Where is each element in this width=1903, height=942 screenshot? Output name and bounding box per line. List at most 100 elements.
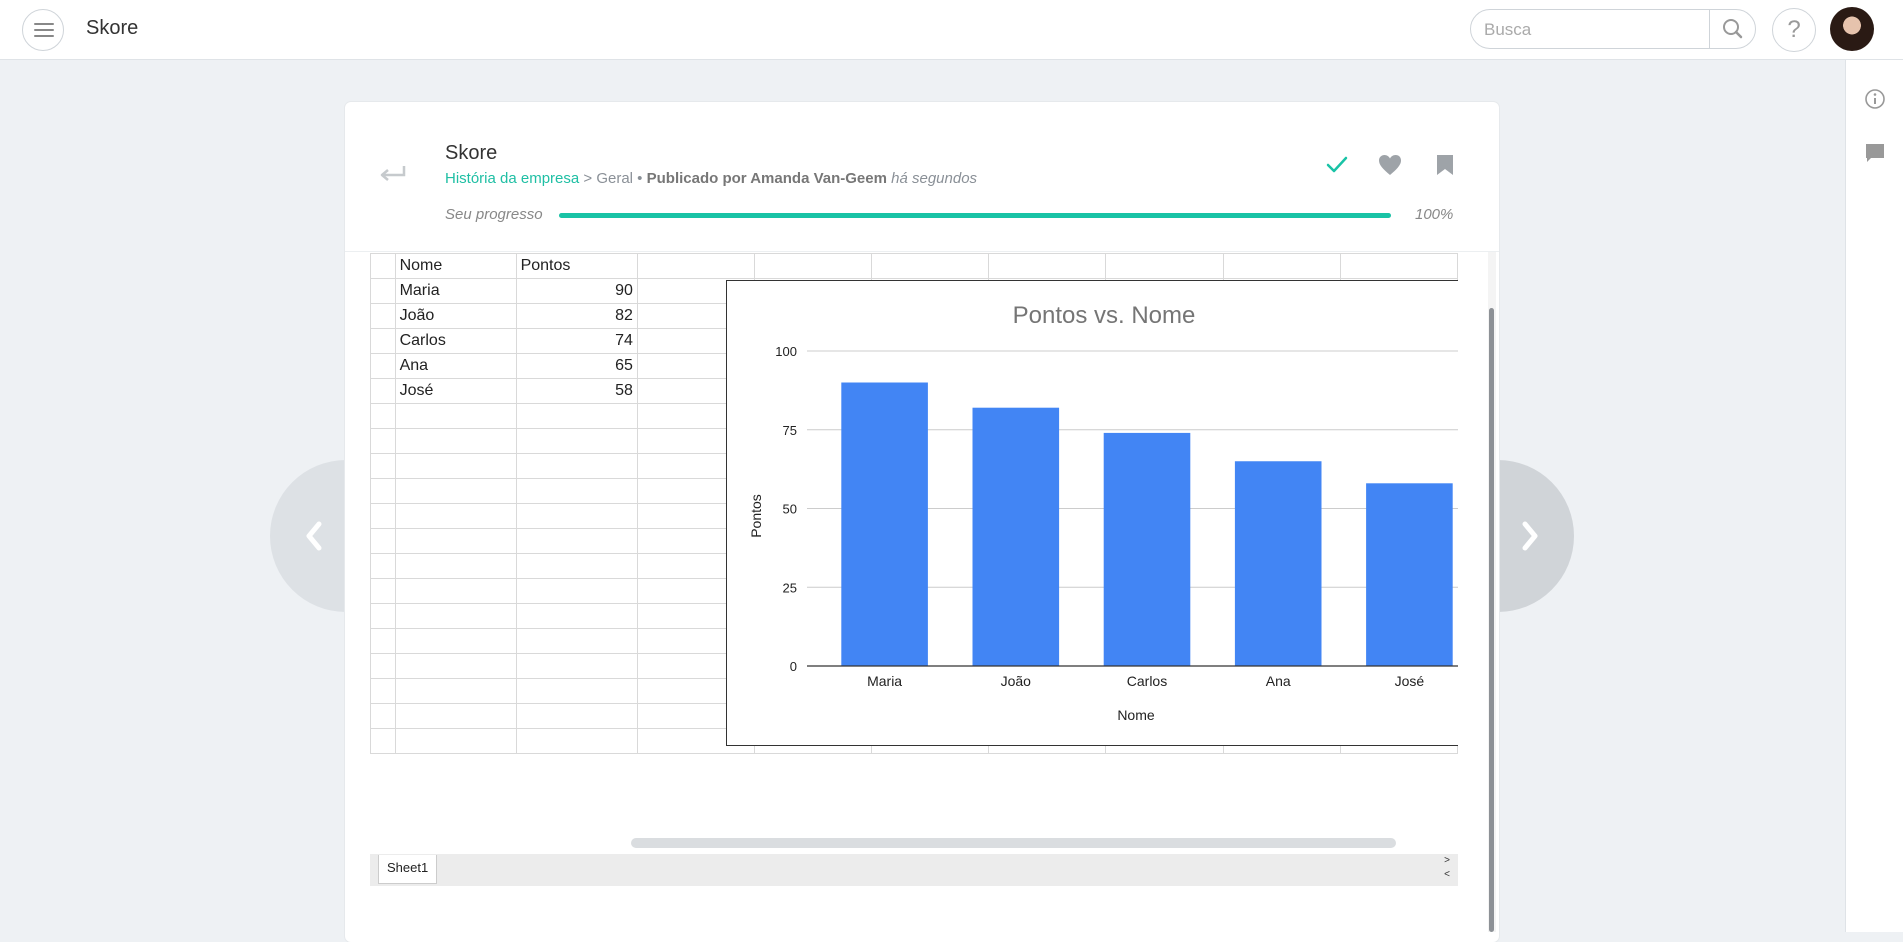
table-cell[interactable]: [394, 553, 517, 579]
chart-title: Pontos vs. Nome: [1013, 302, 1196, 329]
table-cell[interactable]: [515, 603, 638, 629]
back-icon[interactable]: [377, 162, 407, 186]
table-cell[interactable]: 74: [515, 328, 638, 354]
table-cell[interactable]: [394, 528, 517, 554]
table-cell[interactable]: [515, 678, 638, 704]
table-cell[interactable]: [636, 253, 756, 279]
row-header-cell[interactable]: [370, 278, 396, 304]
progress-fill: [559, 213, 1391, 218]
table-cell[interactable]: [515, 478, 638, 504]
table-cell[interactable]: Ana: [394, 353, 517, 379]
chevron-left-icon: [306, 521, 322, 551]
row-header-cell[interactable]: [370, 453, 396, 479]
table-cell[interactable]: [394, 403, 517, 429]
sheet-tab[interactable]: Sheet1: [378, 855, 438, 884]
table-cell[interactable]: [515, 553, 638, 579]
table-cell[interactable]: [515, 428, 638, 454]
table-cell[interactable]: [754, 253, 873, 279]
table-cell[interactable]: [394, 478, 517, 504]
table-cell[interactable]: [988, 253, 1107, 279]
tab-scroll-arrows[interactable]: > <: [1444, 855, 1450, 880]
row-header-cell[interactable]: [370, 603, 396, 629]
sheet-tabs-bar: Sheet1 > <: [370, 854, 1458, 886]
search-button[interactable]: [1709, 10, 1755, 48]
table-cell[interactable]: [1105, 253, 1224, 279]
table-cell[interactable]: [515, 728, 638, 754]
table-cell[interactable]: [394, 453, 517, 479]
row-header-cell[interactable]: [370, 303, 396, 329]
row-header-cell[interactable]: [370, 253, 396, 279]
table-cell[interactable]: [394, 503, 517, 529]
table-cell[interactable]: 82: [515, 303, 638, 329]
row-header-cell[interactable]: [370, 553, 396, 579]
help-button[interactable]: ?: [1772, 8, 1816, 52]
comment-icon[interactable]: [1864, 142, 1886, 164]
table-cell[interactable]: João: [394, 303, 517, 329]
table-cell[interactable]: [515, 453, 638, 479]
table-cell[interactable]: [394, 578, 517, 604]
bar: [841, 382, 928, 666]
y-tick-label: 75: [783, 423, 797, 438]
horizontal-scrollbar[interactable]: [631, 838, 1396, 848]
bar: [1234, 461, 1322, 666]
table-cell[interactable]: [1339, 253, 1458, 279]
table-cell[interactable]: Carlos: [394, 328, 517, 354]
embedded-spreadsheet: Nome Pontos Maria 90 João 82 Carlos 74 Ana 65 José…: [370, 253, 1458, 893]
table-cell[interactable]: [515, 628, 638, 654]
progress-label: Seu progresso: [445, 206, 543, 223]
table-cell[interactable]: [394, 628, 517, 654]
row-header-cell[interactable]: [370, 578, 396, 604]
table-cell[interactable]: 90: [515, 278, 638, 304]
avatar[interactable]: [1830, 7, 1874, 51]
table-cell[interactable]: [515, 703, 638, 729]
row-header-cell[interactable]: [370, 328, 396, 354]
row-header-cell[interactable]: [370, 653, 396, 679]
table-cell[interactable]: [394, 678, 517, 704]
table-cell[interactable]: [394, 728, 517, 754]
breadcrumb-rest: > Geral •: [579, 170, 647, 187]
row-header-cell[interactable]: [370, 353, 396, 379]
table-cell[interactable]: 58: [515, 378, 638, 404]
row-header-cell[interactable]: [370, 678, 396, 704]
table-cell[interactable]: [515, 503, 638, 529]
row-header-cell[interactable]: [370, 378, 396, 404]
row-header-cell[interactable]: [370, 403, 396, 429]
table-cell[interactable]: [394, 653, 517, 679]
table-cell[interactable]: Maria: [394, 278, 517, 304]
search-icon: [1723, 19, 1743, 39]
post-meta: História da empresa > Geral • Publicado …: [445, 170, 977, 187]
table-cell[interactable]: [1222, 253, 1341, 279]
row-header-cell[interactable]: [370, 503, 396, 529]
info-icon[interactable]: [1864, 88, 1886, 110]
search-input[interactable]: [1471, 10, 1724, 48]
heart-icon[interactable]: [1378, 154, 1402, 176]
bookmark-icon[interactable]: [1436, 154, 1454, 176]
table-cell[interactable]: Pontos: [515, 253, 638, 279]
breadcrumb-link[interactable]: História da empresa: [445, 170, 580, 187]
check-icon[interactable]: [1325, 152, 1349, 176]
timestamp: há segundos: [891, 170, 978, 187]
progress-bar: [559, 213, 1391, 218]
row-header-cell[interactable]: [370, 478, 396, 504]
table-cell[interactable]: [871, 253, 990, 279]
table-cell[interactable]: [515, 403, 638, 429]
row-header-cell[interactable]: [370, 728, 396, 754]
menu-icon[interactable]: [22, 9, 64, 51]
table-cell[interactable]: José: [394, 378, 517, 404]
table-cell[interactable]: 65: [515, 353, 638, 379]
vertical-scrollbar-thumb[interactable]: [1489, 308, 1494, 932]
table-cell[interactable]: [515, 578, 638, 604]
x-tick-label: Ana: [1266, 673, 1291, 689]
table-cell[interactable]: [394, 428, 517, 454]
table-cell[interactable]: Nome: [394, 253, 517, 279]
row-header-cell[interactable]: [370, 628, 396, 654]
row-header-cell[interactable]: [370, 528, 396, 554]
table-cell[interactable]: [394, 603, 517, 629]
table-cell[interactable]: [515, 528, 638, 554]
search-box: [1470, 9, 1756, 49]
table-cell[interactable]: [515, 653, 638, 679]
row-header-cell[interactable]: [370, 428, 396, 454]
top-bar: Skore ?: [0, 0, 1903, 60]
table-cell[interactable]: [394, 703, 517, 729]
row-header-cell[interactable]: [370, 703, 396, 729]
